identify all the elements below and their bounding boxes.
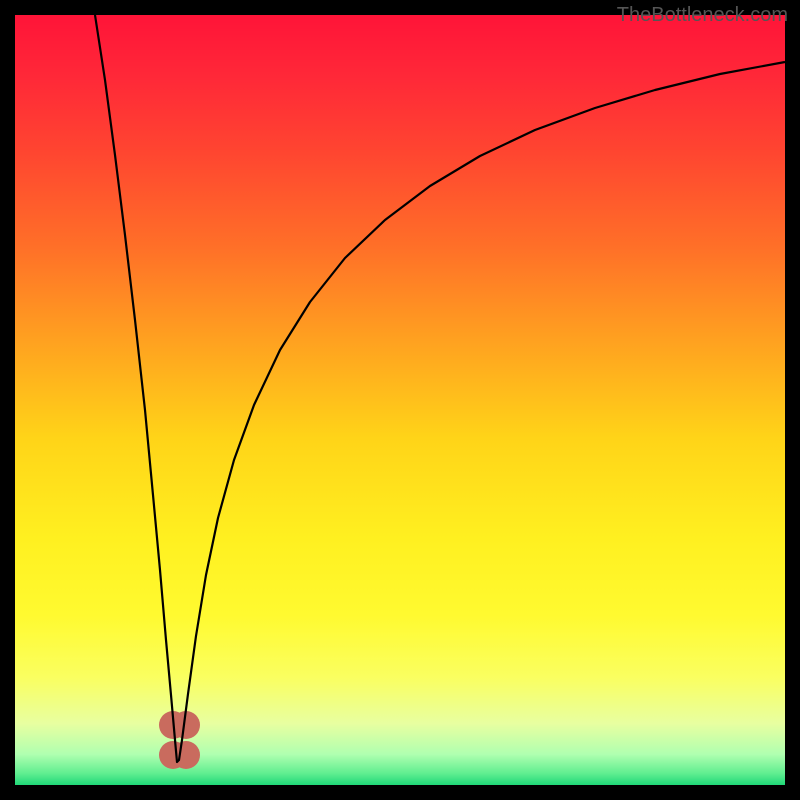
- bottleneck-chart: TheBottleneck.com: [0, 0, 800, 800]
- watermark-label: TheBottleneck.com: [617, 4, 788, 27]
- chart-svg: [0, 0, 800, 800]
